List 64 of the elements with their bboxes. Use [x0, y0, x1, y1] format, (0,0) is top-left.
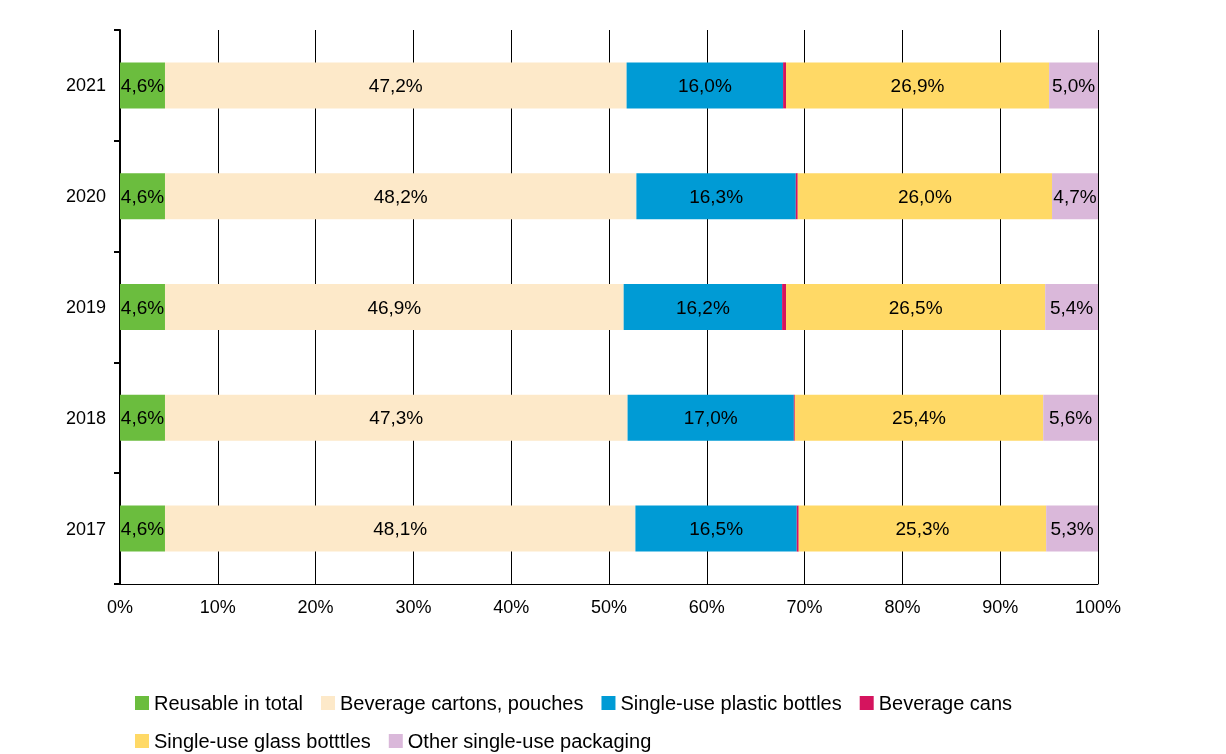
bar — [783, 62, 787, 109]
legend-label: Single-use glass botttles — [154, 730, 371, 752]
bar — [164, 173, 637, 220]
data-label: 16,0% — [677, 74, 732, 96]
data-label: 48,1% — [373, 518, 428, 540]
y-tick-label: 2017 — [65, 518, 106, 539]
legend-label: Beverage cans — [878, 692, 1013, 714]
data-label: 48,2% — [373, 185, 428, 207]
data-label: 4,6% — [120, 185, 165, 207]
x-tick-label: 90% — [982, 597, 1019, 617]
data-label: 16,5% — [689, 518, 744, 540]
x-tick-label: 20% — [297, 597, 334, 617]
data-label: 26,5% — [888, 296, 943, 318]
bar — [626, 62, 784, 109]
legend-label: Other single-use packaging — [407, 730, 652, 752]
bar — [794, 394, 1044, 441]
data-label: 25,4% — [892, 407, 947, 429]
data-label: 16,3% — [689, 185, 744, 207]
bar — [627, 394, 794, 441]
bar — [636, 173, 796, 220]
x-tick-label: 10% — [199, 597, 236, 617]
data-label: 4,6% — [120, 518, 165, 540]
data-label: 25,3% — [895, 518, 950, 540]
x-tick-label: 30% — [395, 597, 432, 617]
data-label: 4,6% — [120, 296, 165, 318]
bar — [786, 62, 1050, 109]
bar — [623, 284, 783, 330]
legend-label: Reusable in total — [154, 692, 303, 714]
bar — [164, 394, 628, 441]
data-label: 4,6% — [120, 407, 165, 429]
bar — [797, 173, 1053, 220]
data-label: 4,6% — [120, 74, 165, 96]
x-tick-label: 60% — [688, 597, 725, 617]
legend-label: Single-use plastic bottles — [620, 692, 842, 714]
data-label: 5,0% — [1051, 74, 1096, 96]
data-label: 26,0% — [897, 185, 952, 207]
data-label: 47,3% — [369, 407, 424, 429]
bar — [635, 505, 797, 552]
y-tick-label: 2021 — [65, 75, 106, 96]
bar — [164, 62, 627, 109]
bar — [164, 505, 636, 552]
data-label: 5,4% — [1049, 296, 1094, 318]
x-tick-label: 40% — [493, 597, 530, 617]
data-label: 5,6% — [1048, 407, 1093, 429]
x-tick-label: 100% — [1074, 597, 1122, 617]
x-tick-label: 50% — [590, 597, 628, 617]
y-tick-label: 2019 — [65, 297, 106, 317]
y-tick-label: 2020 — [65, 186, 106, 207]
bar — [782, 284, 787, 330]
data-label: 5,3% — [1050, 518, 1094, 540]
data-label: 46,9% — [367, 296, 422, 318]
data-label: 17,0% — [683, 407, 738, 429]
bar — [798, 505, 1047, 552]
x-tick-label: 70% — [786, 597, 823, 617]
data-label: 4,7% — [1053, 185, 1097, 207]
x-tick-label: 80% — [884, 597, 921, 617]
x-tick-label: 0% — [106, 597, 134, 617]
data-label: 16,2% — [675, 296, 730, 318]
legend-label: Beverage cartons, pouches — [339, 692, 584, 714]
data-label: 26,9% — [890, 74, 945, 96]
y-tick-label: 2018 — [65, 407, 106, 428]
bar — [164, 284, 624, 330]
bar — [786, 284, 1046, 330]
data-label: 47,2% — [368, 74, 423, 96]
